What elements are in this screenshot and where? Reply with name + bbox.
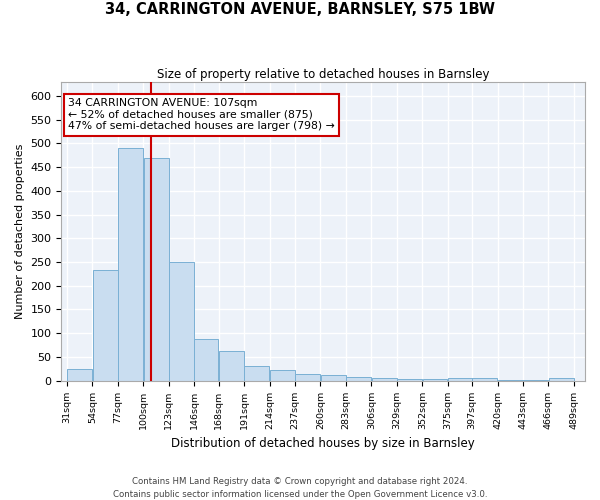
Bar	[397, 379, 422, 380]
Bar	[169, 262, 194, 380]
Bar	[143, 158, 169, 380]
Bar	[118, 148, 143, 380]
Bar	[371, 378, 397, 380]
Bar	[346, 377, 371, 380]
Text: 34 CARRINGTON AVENUE: 107sqm
← 52% of detached houses are smaller (875)
47% of s: 34 CARRINGTON AVENUE: 107sqm ← 52% of de…	[68, 98, 335, 132]
Bar	[448, 378, 472, 380]
Bar	[320, 376, 346, 380]
Title: Size of property relative to detached houses in Barnsley: Size of property relative to detached ho…	[157, 68, 490, 80]
Bar	[270, 370, 295, 380]
Bar	[244, 366, 269, 380]
Y-axis label: Number of detached properties: Number of detached properties	[15, 144, 25, 319]
Bar	[92, 270, 118, 380]
Bar	[422, 379, 448, 380]
Text: 34, CARRINGTON AVENUE, BARNSLEY, S75 1BW: 34, CARRINGTON AVENUE, BARNSLEY, S75 1BW	[105, 2, 495, 18]
Bar	[549, 378, 574, 380]
Bar	[219, 350, 244, 380]
Bar	[295, 374, 320, 380]
Bar	[194, 340, 218, 380]
X-axis label: Distribution of detached houses by size in Barnsley: Distribution of detached houses by size …	[172, 437, 475, 450]
Text: Contains HM Land Registry data © Crown copyright and database right 2024.
Contai: Contains HM Land Registry data © Crown c…	[113, 478, 487, 499]
Bar	[67, 368, 92, 380]
Bar	[472, 378, 497, 380]
